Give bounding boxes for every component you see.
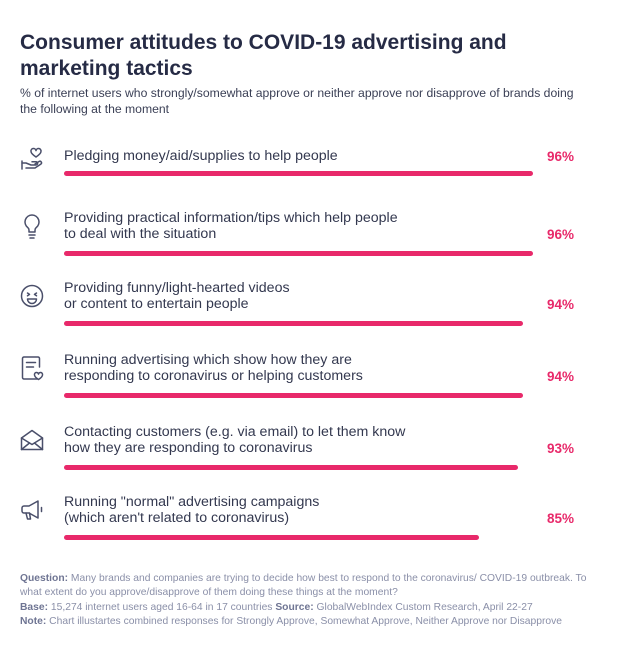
base-text: 15,274 internet users aged 16-64 in 17 c… bbox=[48, 601, 276, 613]
bar-label: Providing practical information/tips whi… bbox=[64, 210, 494, 242]
bar-value-label: 93% bbox=[546, 441, 574, 456]
question-text: Many brands and companies are trying to … bbox=[20, 573, 587, 599]
note-text: Chart illustartes combined responses for… bbox=[46, 616, 562, 628]
bar-value-label: 96% bbox=[546, 227, 574, 242]
bar-label-line: Contacting customers (e.g. via email) to… bbox=[64, 424, 406, 440]
bar-label-line: Providing practical information/tips whi… bbox=[64, 210, 398, 226]
base-label: Base: bbox=[20, 601, 49, 613]
bar-label-line: to deal with the situation bbox=[64, 226, 217, 242]
bar-label: Providing funny/light-hearted videos or c… bbox=[64, 280, 494, 312]
bar-track bbox=[64, 171, 574, 176]
source-label: Source: bbox=[275, 601, 314, 613]
note-label: Note: bbox=[20, 616, 47, 628]
heart-hand-icon bbox=[18, 146, 46, 174]
bar-label-line: responding to coronavirus or helping cus… bbox=[64, 368, 363, 384]
bar bbox=[64, 251, 534, 256]
bar-label-line: Running "normal" advertising campaigns bbox=[64, 494, 320, 510]
bar bbox=[64, 321, 524, 326]
lightbulb-icon bbox=[18, 212, 46, 240]
bar-value-label: 96% bbox=[546, 149, 574, 164]
bar-label-line: Pledging money/aid/supplies to help peop… bbox=[64, 148, 338, 164]
bar-value-label: 94% bbox=[546, 297, 574, 312]
source-text: GlobalWebIndex Custom Research, April 22… bbox=[313, 601, 533, 613]
bar-label-line: Running advertising which show how they … bbox=[64, 352, 352, 368]
bar bbox=[64, 171, 534, 176]
bar-label-line: (which aren't related to coronavirus) bbox=[64, 510, 290, 526]
bar-label: Running "normal" advertising campaigns (w… bbox=[64, 494, 494, 526]
bar-track bbox=[64, 321, 574, 326]
bar-label-line: or content to entertain people bbox=[64, 296, 249, 312]
bar-label-line: how they are responding to coronavirus bbox=[64, 440, 313, 456]
footnote: Question: Many brands and companies are … bbox=[20, 572, 590, 630]
chart-title: Consumer attitudes to COVID-19 advertisi… bbox=[20, 31, 507, 80]
envelope-icon bbox=[18, 426, 46, 454]
bar bbox=[64, 465, 519, 470]
bar-label-line: Providing funny/light-hearted videos bbox=[64, 280, 290, 296]
bar-label: Pledging money/aid/supplies to help peop… bbox=[64, 148, 494, 164]
bar-value-label: 85% bbox=[546, 511, 574, 526]
smiley-icon bbox=[18, 282, 46, 310]
bar-track bbox=[64, 251, 574, 256]
bar-track bbox=[64, 393, 574, 398]
chart-subtitle: % of internet users who strongly/somewha… bbox=[20, 86, 574, 116]
bar-label: Running advertising which show how they … bbox=[64, 352, 494, 384]
document-heart-icon bbox=[18, 354, 46, 382]
megaphone-icon bbox=[18, 496, 46, 524]
question-label: Question: bbox=[20, 573, 69, 584]
bar bbox=[64, 393, 524, 398]
bar-track bbox=[64, 465, 574, 470]
bar-value-label: 94% bbox=[546, 369, 574, 384]
bar-label: Contacting customers (e.g. via email) to… bbox=[64, 424, 494, 456]
bar-track bbox=[64, 535, 574, 540]
bar bbox=[64, 535, 480, 540]
